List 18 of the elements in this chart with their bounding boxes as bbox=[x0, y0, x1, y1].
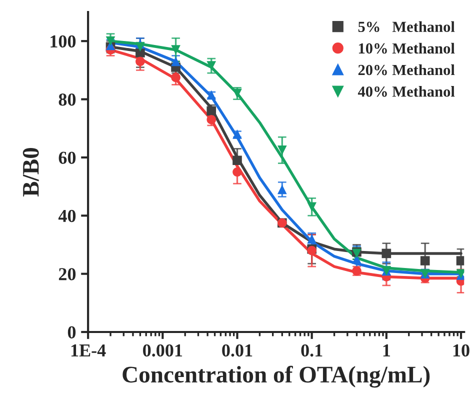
x-tick-label: 0.1 bbox=[301, 344, 322, 357]
legend-label: 20% Methanol bbox=[358, 64, 455, 76]
x-tick-label: 0.001 bbox=[143, 344, 182, 357]
x-tick-label: 0.01 bbox=[222, 344, 252, 357]
x-axis-title: Concentration of OTA(ng/mL) bbox=[122, 366, 430, 388]
legend-label: 40% Methanol bbox=[358, 86, 455, 97]
x-tick-label: 10 bbox=[453, 344, 470, 357]
legend-label: 5% Methanol bbox=[358, 21, 455, 32]
y-tick-label: 40 bbox=[58, 210, 76, 222]
y-tick-label: 0 bbox=[68, 326, 76, 338]
legend-label: 10% Methanol bbox=[358, 42, 455, 54]
x-tick-label: 1 bbox=[383, 344, 390, 356]
y-tick-label: 60 bbox=[58, 152, 76, 164]
y-axis-title: B/B0 bbox=[22, 148, 39, 197]
y-tick-label: 80 bbox=[58, 94, 76, 106]
y-tick-label: 100 bbox=[50, 35, 76, 48]
y-tick-label: 20 bbox=[58, 268, 76, 280]
x-tick-label: 1E-4 bbox=[71, 344, 106, 356]
